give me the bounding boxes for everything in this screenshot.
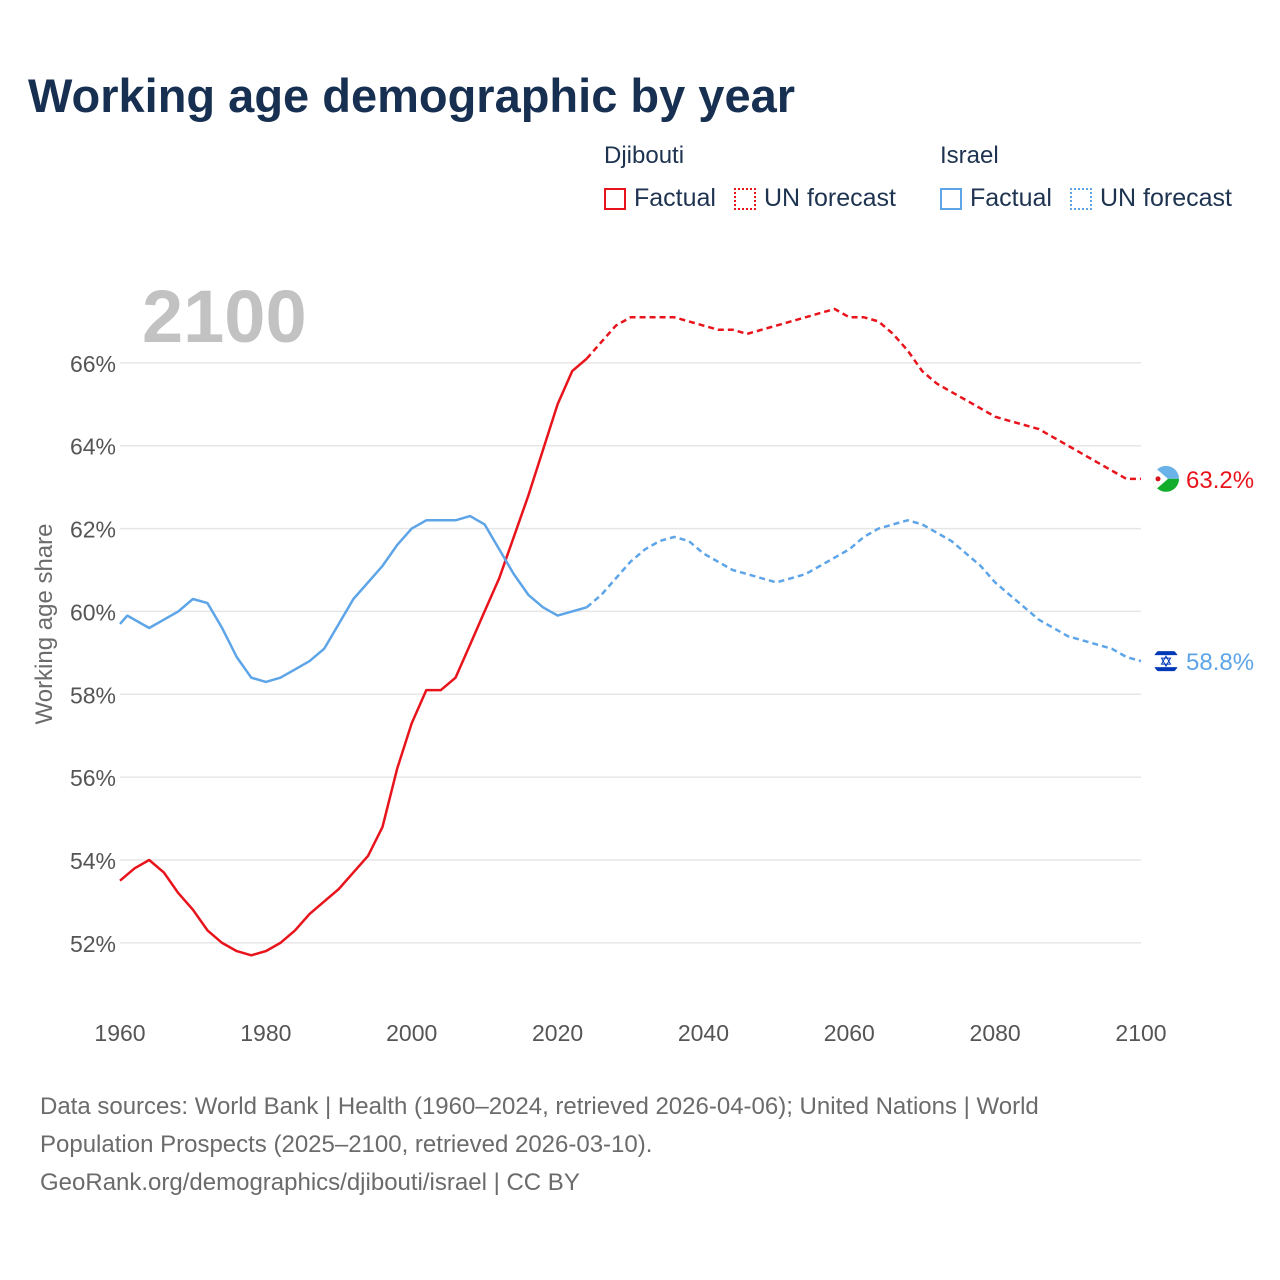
legend-label: Factual: [970, 184, 1052, 212]
legend-item-djibouti-forecast[interactable]: UN forecast: [733, 184, 896, 213]
x-tick-label: 2000: [386, 1020, 437, 1046]
x-tick-label: 2100: [1115, 1020, 1166, 1046]
legend-swatch-solid: [604, 187, 626, 210]
legend-swatch-dotted: [1069, 187, 1092, 210]
x-tick-label: 2060: [824, 1020, 875, 1046]
legend-item-israel-factual[interactable]: Factual: [940, 184, 1052, 213]
y-tick-label: 56%: [70, 765, 116, 791]
series-line-israel-factual: [119, 514, 588, 684]
footer-line[interactable]: GeoRank.org/demographics/djibouti/israel…: [40, 1169, 580, 1196]
series-line-djibouti-factual: [119, 357, 588, 957]
data-sources-footer: Data sources: World Bank | Health (1960–…: [40, 1088, 1220, 1202]
legend-swatch-dotted: [733, 187, 756, 210]
year-watermark: 2100: [142, 275, 307, 358]
y-axis-label: Working age share: [31, 524, 58, 725]
djibouti-flag-icon: [1153, 465, 1179, 492]
israel-flag-icon: [1153, 648, 1179, 675]
x-tick-label: 1960: [94, 1020, 145, 1046]
legend-group-label: Djibouti: [604, 142, 685, 169]
chart-title: Working age demographic by year: [28, 69, 796, 122]
series-line-israel-forecast: [585, 519, 1142, 663]
legend-item-djibouti-factual[interactable]: Factual: [604, 184, 716, 213]
series-line-djibouti-forecast: [585, 307, 1141, 481]
y-tick-label: 62%: [70, 517, 116, 543]
legend-label: UN forecast: [763, 184, 896, 212]
end-value-label-djibouti: 63.2%: [1186, 467, 1254, 494]
legend-group-djibouti: Djibouti Factual UN forecast: [604, 142, 896, 213]
y-tick-label: 66%: [70, 351, 116, 377]
footer-line: Population Prospects (2025–2100, retriev…: [40, 1131, 653, 1158]
footer-line: Data sources: World Bank | Health (1960–…: [40, 1093, 1039, 1120]
legend-group-israel: Israel Factual UN forecast: [940, 142, 1232, 213]
legend-label: Factual: [634, 184, 716, 212]
y-tick-label: 64%: [70, 434, 116, 460]
y-tick-label: 54%: [70, 848, 116, 874]
y-tick-label: 52%: [70, 931, 116, 957]
end-value-label-israel: 58.8%: [1186, 649, 1254, 676]
legend-label: UN forecast: [1099, 184, 1232, 212]
y-tick-label: 58%: [70, 682, 116, 708]
y-tick-label: 60%: [70, 599, 116, 625]
line-chart: 2100 Working age share 52% 54% 56% 58% 60% 62…: [31, 275, 1254, 1046]
legend-swatch-solid: [940, 187, 962, 210]
x-tick-label: 2040: [678, 1020, 729, 1046]
x-tick-label: 2080: [970, 1020, 1021, 1046]
legend-group-label: Israel: [940, 142, 999, 169]
legend-item-israel-forecast[interactable]: UN forecast: [1069, 184, 1232, 213]
x-tick-label: 2020: [532, 1020, 583, 1046]
x-tick-label: 1980: [240, 1020, 291, 1046]
